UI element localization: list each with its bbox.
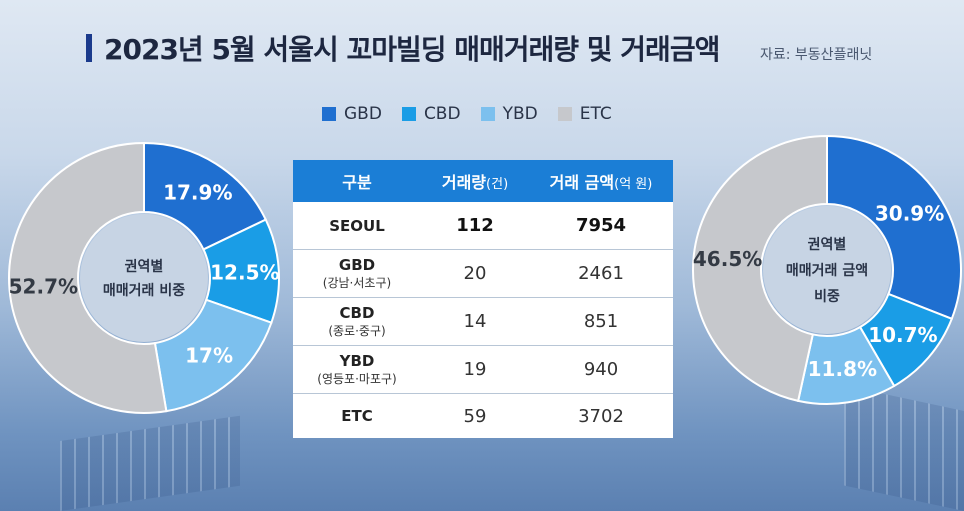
donut-slice-etc	[8, 141, 168, 414]
row-subtitle: (강남·서초구)	[322, 276, 392, 290]
building-decoration-left	[60, 415, 240, 511]
table-row: CBD (종로·중구) 14 851	[293, 298, 673, 346]
row-amount: 7954	[575, 215, 627, 236]
donut-slice-etc	[691, 134, 828, 403]
donut-center-title-line: 권역별	[808, 236, 847, 253]
legend-item-etc: ETC	[557, 104, 612, 124]
row-name-cell: CBD (종로·중구)	[293, 304, 421, 339]
header-amount-unit: (억 원)	[614, 177, 653, 192]
donut-center-title-line: 권역별	[125, 258, 164, 275]
row-subtitle: (영등포·마포구)	[317, 372, 397, 386]
row-amount: 3702	[578, 405, 624, 427]
legend-swatch-cbd	[401, 107, 416, 121]
row-name: SEOUL	[329, 216, 385, 235]
slice-label-ybd: 11.8%	[808, 357, 877, 381]
donut-slice-gbd	[143, 141, 268, 251]
row-amount: 940	[583, 359, 619, 380]
legend-label: ETC	[579, 104, 612, 124]
legend-swatch-etc	[557, 107, 572, 121]
legend-item-cbd: CBD	[401, 104, 461, 124]
row-name: GBD	[338, 256, 376, 274]
row-volume: 20	[463, 263, 487, 284]
legend-swatch-gbd	[322, 107, 336, 121]
table-row: SEOUL 112 7954	[293, 202, 673, 250]
title-accent-bar	[86, 34, 92, 62]
donut-center-title-line: 비중	[814, 289, 840, 305]
row-volume: 14	[463, 311, 487, 332]
slice-label-cbd: 10.7%	[868, 323, 937, 347]
row-amount: 2461	[578, 263, 624, 284]
row-amount: 851	[583, 311, 619, 332]
donut-slice-gbd	[826, 134, 962, 321]
row-name-cell: YBD (영등포·마포구)	[293, 352, 421, 387]
slice-label-gbd: 30.9%	[875, 202, 944, 226]
table-row: GBD (강남·서초구) 20 2461	[293, 250, 673, 298]
legend-label: CBD	[423, 104, 461, 124]
legend-label: YBD	[502, 104, 538, 124]
row-name-cell: SEOUL	[293, 217, 421, 235]
donut-center	[80, 214, 208, 342]
legend-label: GBD	[344, 104, 382, 124]
row-name: YBD	[339, 352, 375, 370]
slice-label-ybd: 17%	[185, 343, 233, 367]
header-amount-label: 거래 금액	[549, 173, 615, 192]
row-volume: 112	[456, 215, 494, 236]
slice-label-etc: 46.5%	[693, 247, 762, 271]
row-name: ETC	[341, 407, 373, 425]
legend-item-gbd: GBD	[322, 104, 382, 124]
donut-center-title-line: 매매거래 비중	[103, 283, 185, 299]
data-table: 구분 거래량(건) 거래 금액(억 원) SEOUL 112 7954 GBD (…	[293, 160, 673, 438]
table-row: ETC 59 3702	[293, 394, 673, 438]
header-volume-label: 거래량	[441, 173, 487, 192]
header-volume: 거래량(건)	[421, 169, 529, 193]
source-note: 자료: 부동산플래닛	[760, 47, 873, 63]
donut-center	[763, 206, 891, 334]
slice-label-cbd: 12.5%	[210, 260, 279, 284]
row-name-cell: ETC	[293, 407, 421, 425]
row-name: CBD	[339, 304, 375, 322]
header-category: 구분	[342, 173, 372, 192]
legend-item-ybd: YBD	[480, 104, 538, 124]
header-volume-unit: (건)	[486, 177, 509, 192]
title-block: 2023년 5월 서울시 꼬마빌딩 매매거래량 및 거래금액	[86, 28, 720, 68]
legend: GBD CBD YBD ETC	[322, 104, 612, 124]
table-header: 구분 거래량(건) 거래 금액(억 원)	[293, 160, 673, 202]
slice-label-gbd: 17.9%	[163, 181, 232, 205]
slice-label-etc: 52.7%	[9, 274, 78, 298]
page-title: 2023년 5월 서울시 꼬마빌딩 매매거래량 및 거래금액	[104, 33, 720, 66]
legend-swatch-ybd	[480, 107, 495, 121]
row-volume: 59	[463, 405, 487, 427]
header-amount: 거래 금액(억 원)	[529, 169, 673, 193]
row-subtitle: (종로·중구)	[328, 324, 386, 338]
row-volume: 19	[463, 359, 487, 380]
row-name-cell: GBD (강남·서초구)	[293, 256, 421, 291]
donut-center-title-line: 매매거래 금액	[786, 262, 868, 279]
table-row: YBD (영등포·마포구) 19 940	[293, 346, 673, 394]
